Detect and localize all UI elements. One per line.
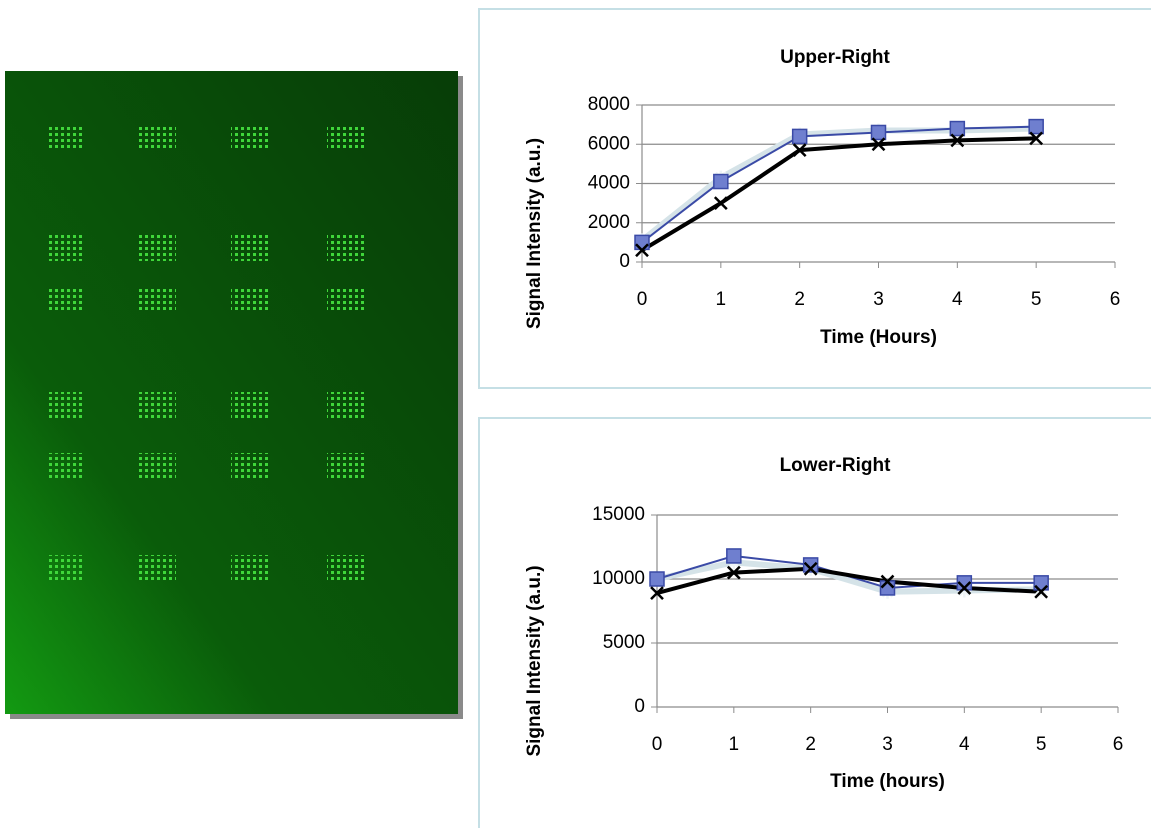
marker — [872, 125, 886, 139]
x-tick-label: 3 — [873, 289, 884, 310]
x-tick-label: 0 — [652, 734, 663, 755]
marker — [727, 549, 741, 563]
y-tick-label: 8000 — [588, 94, 630, 115]
y-tick-label: 6000 — [588, 133, 630, 154]
x-tick-label: 6 — [1113, 734, 1124, 755]
y-tick-label: 4000 — [588, 173, 630, 194]
y-tick-label: 15000 — [592, 504, 645, 525]
x-tick-label: 1 — [729, 734, 740, 755]
marker — [650, 572, 664, 586]
x-tick-label: 2 — [794, 289, 805, 310]
array-image — [5, 71, 463, 719]
y-tick-label: 5000 — [603, 632, 645, 653]
marker — [715, 197, 727, 209]
x-tick-label: 4 — [952, 289, 963, 310]
y-tick-label: 2000 — [588, 212, 630, 233]
y-tick-label: 0 — [619, 251, 630, 272]
figure: Upper-Right 0 2000 4000 6000 8000 0 1 2 3 4 5 6 Time … — [0, 0, 1151, 828]
marker — [635, 235, 649, 249]
x-tick-label: 3 — [882, 734, 893, 755]
chart-title: Lower-Right — [780, 455, 891, 476]
x-axis-label: Time (hours) — [830, 771, 945, 792]
x-tick-label: 4 — [959, 734, 970, 755]
y-axis-label: Signal Intensity (a.u.) — [524, 565, 545, 756]
x-axis-label: Time (Hours) — [820, 327, 937, 348]
x-tick-label: 6 — [1110, 289, 1121, 310]
x-tick-label: 5 — [1031, 289, 1042, 310]
y-tick-label: 10000 — [592, 568, 645, 589]
x-tick-label: 1 — [716, 289, 727, 310]
y-axis-label: Signal Intensity (a.u.) — [524, 138, 545, 329]
x-tick-label: 5 — [1036, 734, 1047, 755]
chart-panel — [479, 418, 1151, 828]
x-tick-label: 2 — [805, 734, 816, 755]
y-tick-label: 0 — [634, 696, 645, 717]
marker — [950, 122, 964, 136]
marker — [1029, 120, 1043, 134]
marker — [793, 129, 807, 143]
chart-title: Upper-Right — [780, 47, 890, 68]
x-tick-label: 0 — [637, 289, 648, 310]
marker — [714, 175, 728, 189]
